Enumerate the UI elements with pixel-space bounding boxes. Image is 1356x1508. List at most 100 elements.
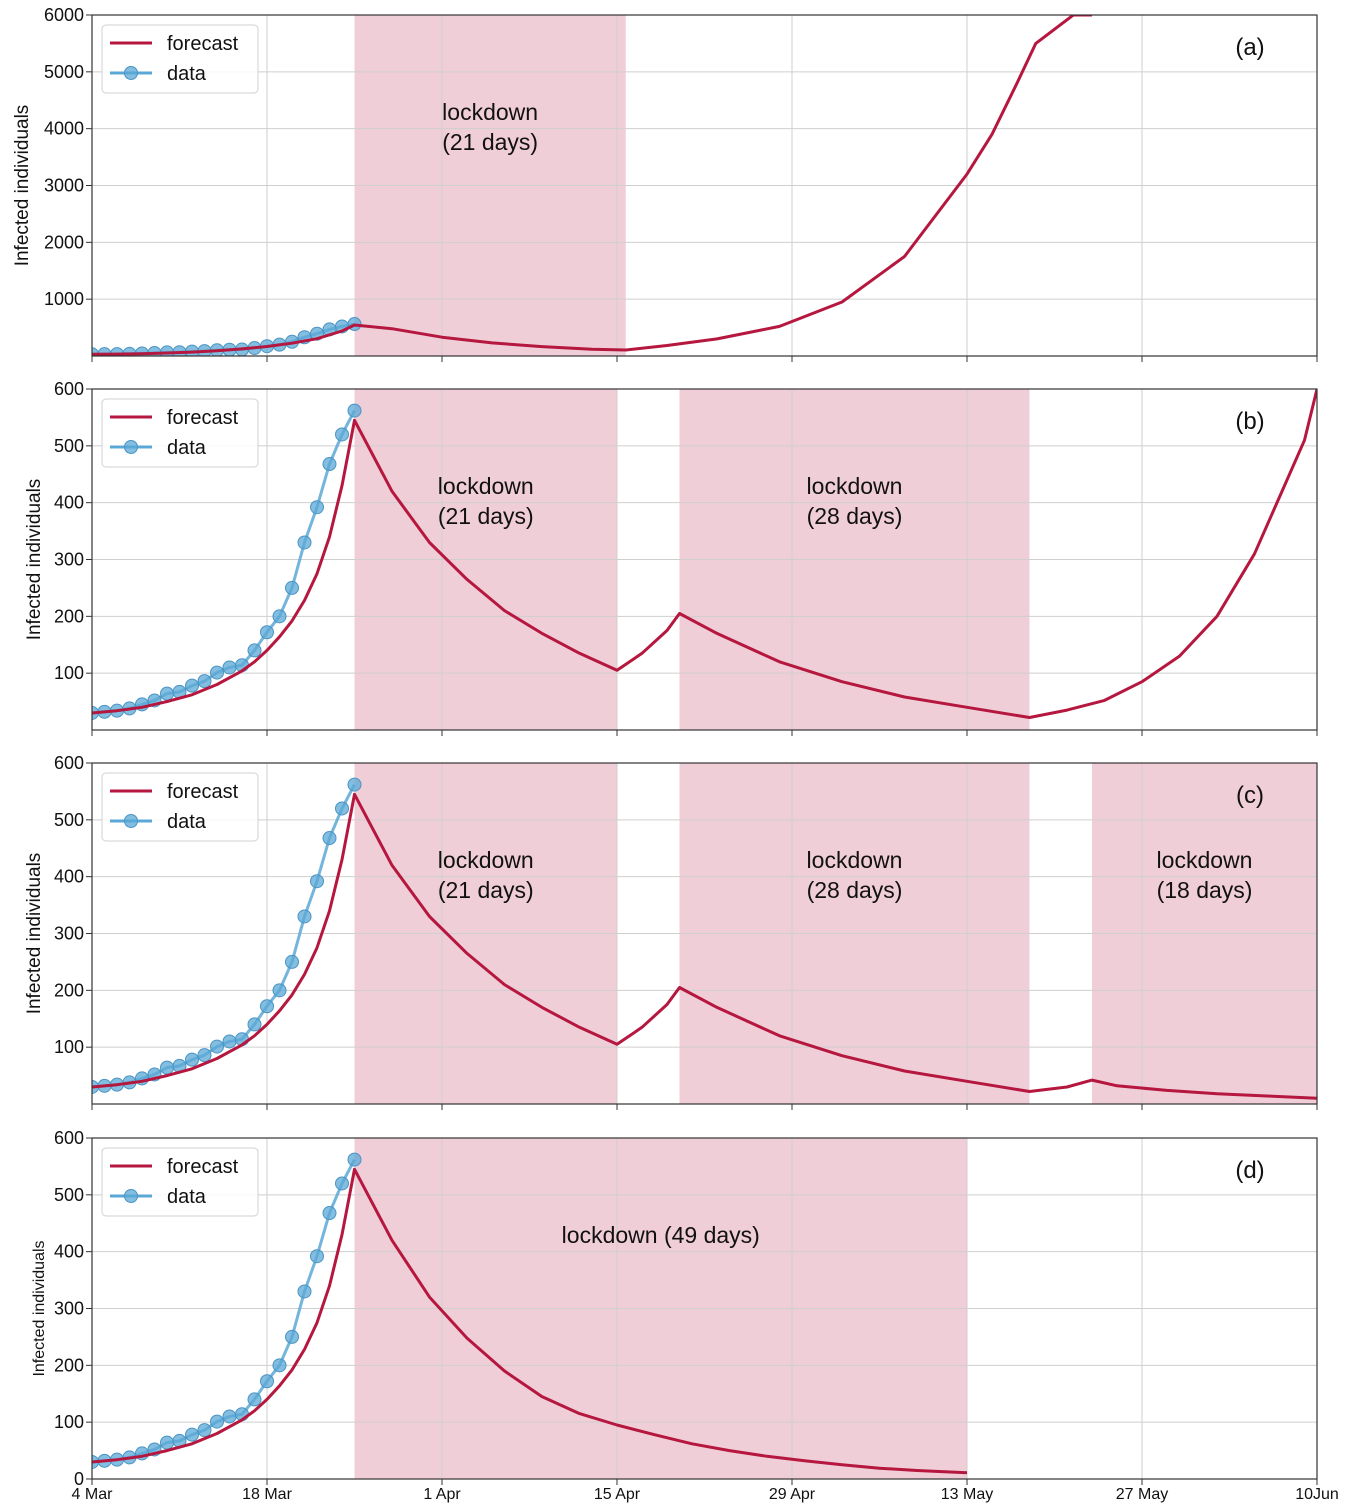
y-tick-label: 2000 [44, 232, 84, 252]
data-point [185, 678, 199, 693]
data-point [197, 1423, 212, 1438]
y-tick-label: 3000 [44, 176, 84, 196]
data-point [247, 643, 262, 658]
panel-label: (d) [1235, 1157, 1264, 1184]
data-point [260, 1374, 274, 1389]
y-tick-label: 6000 [44, 5, 84, 25]
data-point [222, 1409, 237, 1424]
data-point [185, 1427, 199, 1442]
y-tick-label: 5000 [44, 62, 84, 82]
legend-data-label: data [167, 437, 207, 459]
y-tick-label: 100 [54, 1412, 84, 1432]
data-point [160, 1435, 174, 1450]
panel-d: lockdown (49 days) 0 100 200 300 400 500 600 4 M… [31, 1128, 1339, 1503]
y-tick-label: 400 [54, 867, 84, 887]
legend-data-marker [124, 814, 138, 828]
data-point [272, 609, 287, 624]
y-tick-label: 500 [54, 1185, 84, 1205]
x-tick-label: 1 Apr [423, 1486, 461, 1503]
lockdown-label: lockdown (28 days) [807, 847, 903, 903]
y-axis-label: Infected individuals [12, 105, 33, 267]
x-tick-label: 15 Apr [594, 1486, 641, 1503]
x-tick-label: 29 Apr [769, 1486, 816, 1503]
x-tick-label: 27 May [1116, 1486, 1168, 1503]
y-tick-label: 200 [54, 980, 84, 1000]
legend-forecast-label: forecast [167, 781, 239, 803]
x-tick-label: 10Jun [1295, 1486, 1339, 1503]
x-tick-label: 13 May [941, 1486, 993, 1503]
legend-data-label: data [167, 1186, 207, 1208]
data-point [310, 1249, 324, 1264]
y-tick-label: 300 [54, 550, 84, 570]
data-point [322, 1206, 337, 1221]
data-point [347, 403, 362, 418]
data-point [322, 457, 337, 472]
y-tick-label: 1000 [44, 289, 84, 309]
y-tick-label: 100 [54, 663, 84, 683]
panel-c: lockdown (21 days) lockdown (28 days) lockdo… [24, 753, 1318, 1110]
data-point [322, 831, 337, 846]
data-point [297, 535, 312, 550]
forecast-line [92, 15, 1092, 356]
data-point [247, 1017, 262, 1032]
data-point [285, 954, 299, 969]
y-tick-label: 600 [54, 753, 84, 773]
panel-label: (c) [1236, 782, 1264, 809]
data-point [335, 801, 349, 816]
y-tick-label: 600 [54, 379, 84, 399]
x-tick-label: 18 Mar [242, 1486, 292, 1503]
panel-label: (a) [1235, 34, 1264, 61]
data-point [197, 674, 212, 689]
legend: forecast data [101, 398, 259, 468]
legend-forecast-label: forecast [167, 1156, 239, 1178]
legend-data-label: data [167, 811, 207, 833]
data-point [347, 777, 362, 792]
legend-forecast-label: forecast [167, 407, 239, 429]
legend: forecast data [101, 1147, 259, 1217]
y-axis-label: Infected individuals [31, 1240, 48, 1376]
lockdown-label: lockdown (21 days) [438, 847, 534, 903]
y-axis-label: Infected individuals [24, 479, 45, 641]
x-tick-label: 4 Mar [72, 1486, 114, 1503]
lockdown-label: lockdown (21 days) [438, 473, 534, 529]
forecast-line [92, 1167, 968, 1475]
data-point [185, 1052, 199, 1067]
data-point [222, 660, 237, 675]
data-point [297, 909, 312, 924]
data-point [310, 500, 324, 515]
y-axis-label: Infected individuals [24, 853, 45, 1015]
y-tick-label: 300 [54, 924, 84, 944]
data-point [285, 1329, 299, 1344]
legend: forecast data [101, 24, 259, 94]
legend-forecast-label: forecast [167, 33, 239, 55]
data-point [210, 1414, 224, 1429]
y-tick-label: 500 [54, 436, 84, 456]
y-tick-label: 100 [54, 1037, 84, 1057]
forecast-line [92, 389, 1317, 719]
y-tick-label: 4000 [44, 119, 84, 139]
data-point [222, 1034, 237, 1049]
legend: forecast data [101, 772, 259, 842]
y-tick-label: 300 [54, 1299, 84, 1319]
data-point [272, 1358, 287, 1373]
y-tick-label: 500 [54, 810, 84, 830]
data-point [160, 1060, 174, 1075]
data-point [210, 665, 224, 680]
legend-data-label: data [167, 63, 207, 85]
y-tick-label: 400 [54, 1242, 84, 1262]
panel-label: (b) [1235, 408, 1264, 435]
legend-data-marker [124, 1189, 138, 1203]
lockdown-label: lockdown (49 days) [562, 1222, 760, 1248]
data-point [260, 625, 274, 640]
forecast-line [92, 792, 1317, 1100]
data-point [297, 1284, 312, 1299]
y-tick-label: 200 [54, 606, 84, 626]
data-point [197, 1048, 212, 1063]
y-tick-label: 400 [54, 493, 84, 513]
lockdown-label: lockdown (28 days) [807, 473, 903, 529]
panel-a: lockdown (21 days) 1000 2000 3000 4000 5000 600… [12, 5, 1318, 362]
data-point [260, 999, 274, 1014]
data-point [347, 1152, 362, 1167]
